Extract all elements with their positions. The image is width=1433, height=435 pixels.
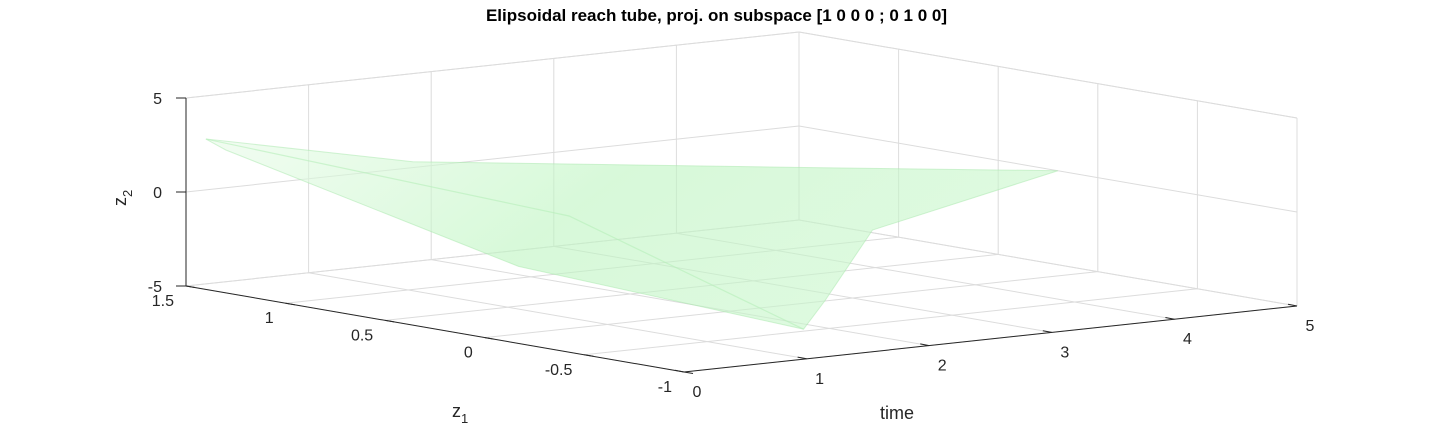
z2-tick-label: -5 [148, 279, 162, 296]
time-axis-line [683, 305, 1298, 373]
z2-axis-label-group: z2 [110, 190, 135, 206]
time-tick-label: 2 [938, 358, 947, 375]
z1-tick [584, 354, 594, 357]
z1-tick-label: 0.5 [351, 327, 373, 344]
time-tick-label: 0 [693, 384, 702, 401]
z2-tick-label: 5 [153, 91, 162, 108]
time-tick [1165, 317, 1175, 320]
time-axis-label: time [880, 403, 914, 423]
reach-tube-surface [205, 138, 1059, 330]
time-tick [1287, 303, 1298, 307]
z1-tick-label: 1 [265, 310, 274, 327]
time-tick [674, 369, 685, 373]
z1-axis-label: z1 [452, 401, 468, 426]
z1-tick-label: -1 [658, 379, 672, 396]
z1-tick [683, 371, 694, 374]
time-tick [920, 343, 930, 347]
z2-axis-label-subscript: 2 [120, 190, 135, 197]
z1-axis-line [185, 285, 685, 373]
time-tick-label: 4 [1183, 331, 1192, 348]
grid-line-floor-z1 [584, 288, 1198, 356]
time-tick [1042, 330, 1052, 333]
grid-line-floor-time [431, 259, 930, 347]
z1-tick [385, 319, 395, 323]
z1-tick-label: -0.5 [545, 362, 573, 379]
reach-tube-ridge [205, 138, 804, 330]
time-tick-label: 5 [1306, 318, 1315, 335]
grid-line-sidewall-z2 [798, 125, 1298, 213]
time-tick-label: 1 [815, 371, 824, 388]
axes-layer [176, 97, 1298, 374]
z1-tick [285, 302, 295, 306]
time-tick-label: 3 [1060, 344, 1069, 361]
grid-line-backwall-z2 [185, 125, 800, 193]
z1-tick-label: 1.5 [152, 293, 174, 310]
time-tick [797, 356, 807, 360]
grid-line-floor-time [308, 272, 807, 360]
z1-tick-label: 0 [464, 345, 473, 362]
z2-axis-label: z2 [110, 190, 135, 206]
box-edge-top-side [798, 31, 1298, 119]
surface-layer [205, 138, 1059, 330]
z1-axis-label-subscript: 1 [461, 411, 468, 426]
chart-title: Elipsoidal reach tube, proj. on subspace… [485, 6, 948, 25]
z1-tick [185, 285, 196, 288]
box-edge-top-back [185, 31, 800, 99]
labels-layer: 0 1 2 3 4 5 1.5 1 0.5 0 -0.5 -1 5 0 -5 time z1 z2 [110, 91, 1315, 426]
z1-tick [484, 337, 494, 340]
grid-line-sidewall-z2 [798, 219, 1298, 307]
z2-tick-label: 0 [153, 185, 162, 202]
